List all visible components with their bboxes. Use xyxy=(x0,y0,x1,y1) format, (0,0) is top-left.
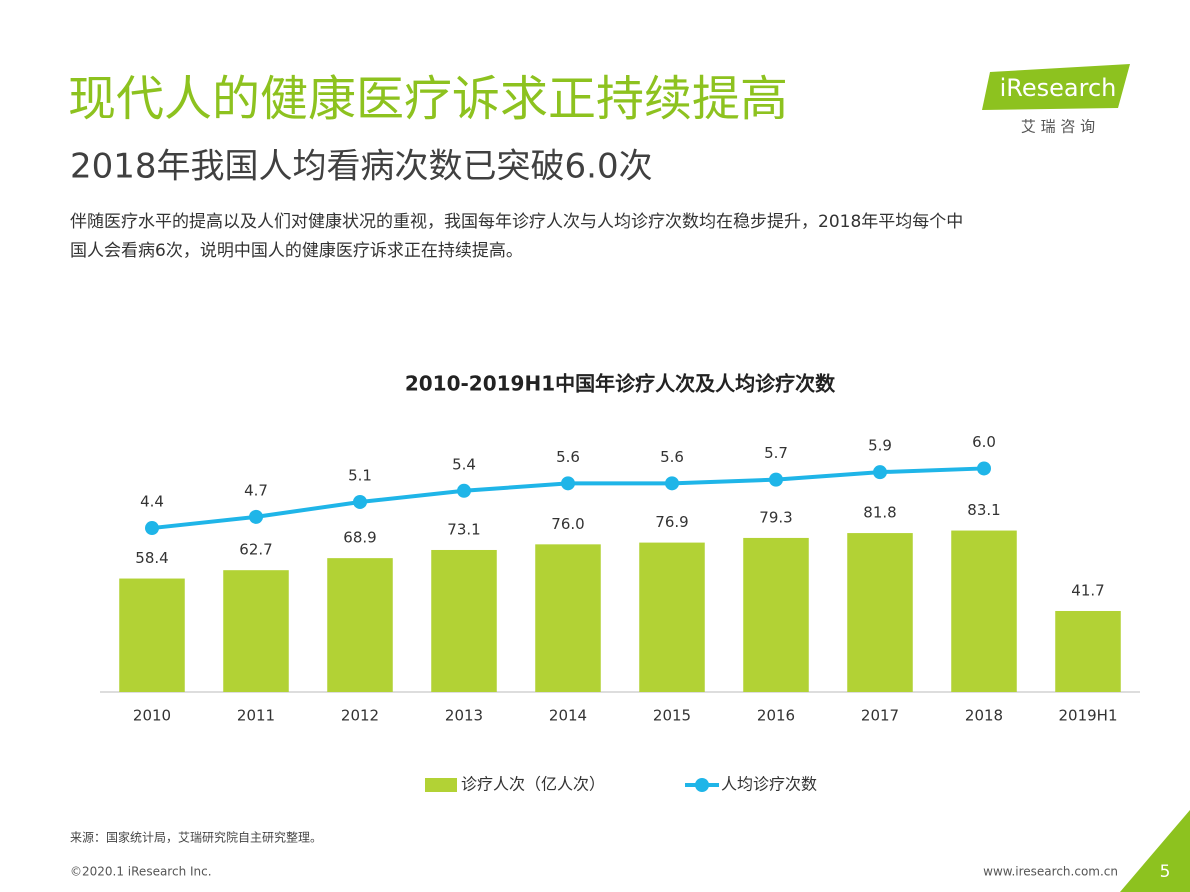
x-tick-label: 2013 xyxy=(445,707,483,725)
chart-title: 2010-2019H1中国年诊疗人次及人均诊疗次数 xyxy=(405,372,836,396)
x-tick-label: 2015 xyxy=(653,707,691,725)
logo-chinese: 艾 瑞 咨 询 xyxy=(1021,118,1095,136)
line-point xyxy=(145,521,159,536)
line-value-label: 4.4 xyxy=(140,493,164,511)
bar xyxy=(743,537,809,692)
line-point xyxy=(457,483,471,498)
x-tick-label: 2016 xyxy=(757,707,795,725)
line-value-label: 5.9 xyxy=(868,437,892,455)
bar-value-label: 58.4 xyxy=(135,549,168,567)
bar-value-label: 79.3 xyxy=(759,508,792,526)
x-tick-label: 2011 xyxy=(237,707,275,725)
bar xyxy=(1055,610,1121,692)
corner-triangle xyxy=(1120,810,1190,892)
chart: 2010 2011 2012 2013 2014 2015 2016 2017 2018 2019… xyxy=(100,433,1140,794)
bar-value-label: 83.1 xyxy=(967,501,1000,519)
description-line: 国人会看病6次，说明中国人的健康医疗诉求正在持续提高。 xyxy=(70,241,523,261)
logo-name: iResearch xyxy=(1000,74,1117,102)
line-point xyxy=(977,461,991,476)
x-tick-label: 2017 xyxy=(861,707,899,725)
line-point xyxy=(665,476,679,491)
line-point xyxy=(769,472,783,487)
legend-label: 诊疗人次（亿人次） xyxy=(461,775,605,794)
bar xyxy=(119,578,185,692)
bar-value-label: 73.1 xyxy=(447,520,480,538)
website: www.iresearch.com.cn xyxy=(983,865,1118,879)
line-value-label: 5.7 xyxy=(764,444,788,462)
bar xyxy=(327,558,393,692)
bar-value-label: 68.9 xyxy=(343,529,376,547)
x-tick-label: 2012 xyxy=(341,707,379,725)
line-value-label: 5.6 xyxy=(660,448,684,466)
line-value-label: 4.7 xyxy=(244,481,268,499)
bar-value-label: 41.7 xyxy=(1071,581,1104,599)
bar xyxy=(535,544,601,692)
line-point xyxy=(561,476,575,491)
bar xyxy=(847,533,913,692)
bar-value-label: 62.7 xyxy=(239,541,272,559)
bar-value-label: 81.8 xyxy=(863,504,896,522)
line-value-label: 5.1 xyxy=(348,466,372,484)
copyright: ©2020.1 iResearch Inc. xyxy=(70,865,212,879)
source: 来源：国家统计局，艾瑞研究院自主研究整理。 xyxy=(70,830,322,845)
bar-value-label: 76.9 xyxy=(655,513,688,531)
line-point xyxy=(873,465,887,480)
line-value-label: 6.0 xyxy=(972,433,996,451)
x-tick-label: 2014 xyxy=(549,707,587,725)
bar xyxy=(431,549,497,692)
line-point xyxy=(353,494,367,509)
line-point xyxy=(249,509,263,524)
subtitle: 2018年我国人均看病次数已突破6.0次 xyxy=(70,147,653,187)
description-line: 伴随医疗水平的提高以及人们对健康状况的重视，我国每年诊疗人次与人均诊疗次数均在稳… xyxy=(70,212,963,232)
legend-swatch xyxy=(425,778,457,792)
x-tick-label: 2010 xyxy=(133,707,171,725)
bar xyxy=(951,530,1017,692)
bar xyxy=(223,570,289,692)
x-tick-label: 2019H1 xyxy=(1059,707,1118,725)
line-value-label: 5.6 xyxy=(556,448,580,466)
legend-swatch xyxy=(695,778,710,792)
page-number: 5 xyxy=(1160,862,1171,882)
logo-shape xyxy=(982,64,1130,110)
title: 现代人的健康医疗诉求正持续提高 xyxy=(68,71,788,127)
x-tick-label: 2018 xyxy=(965,707,1003,725)
line-value-label: 5.4 xyxy=(452,455,476,473)
legend-label: 人均诊疗次数 xyxy=(721,775,817,794)
bar-value-label: 76.0 xyxy=(551,515,584,533)
bar xyxy=(639,542,705,692)
